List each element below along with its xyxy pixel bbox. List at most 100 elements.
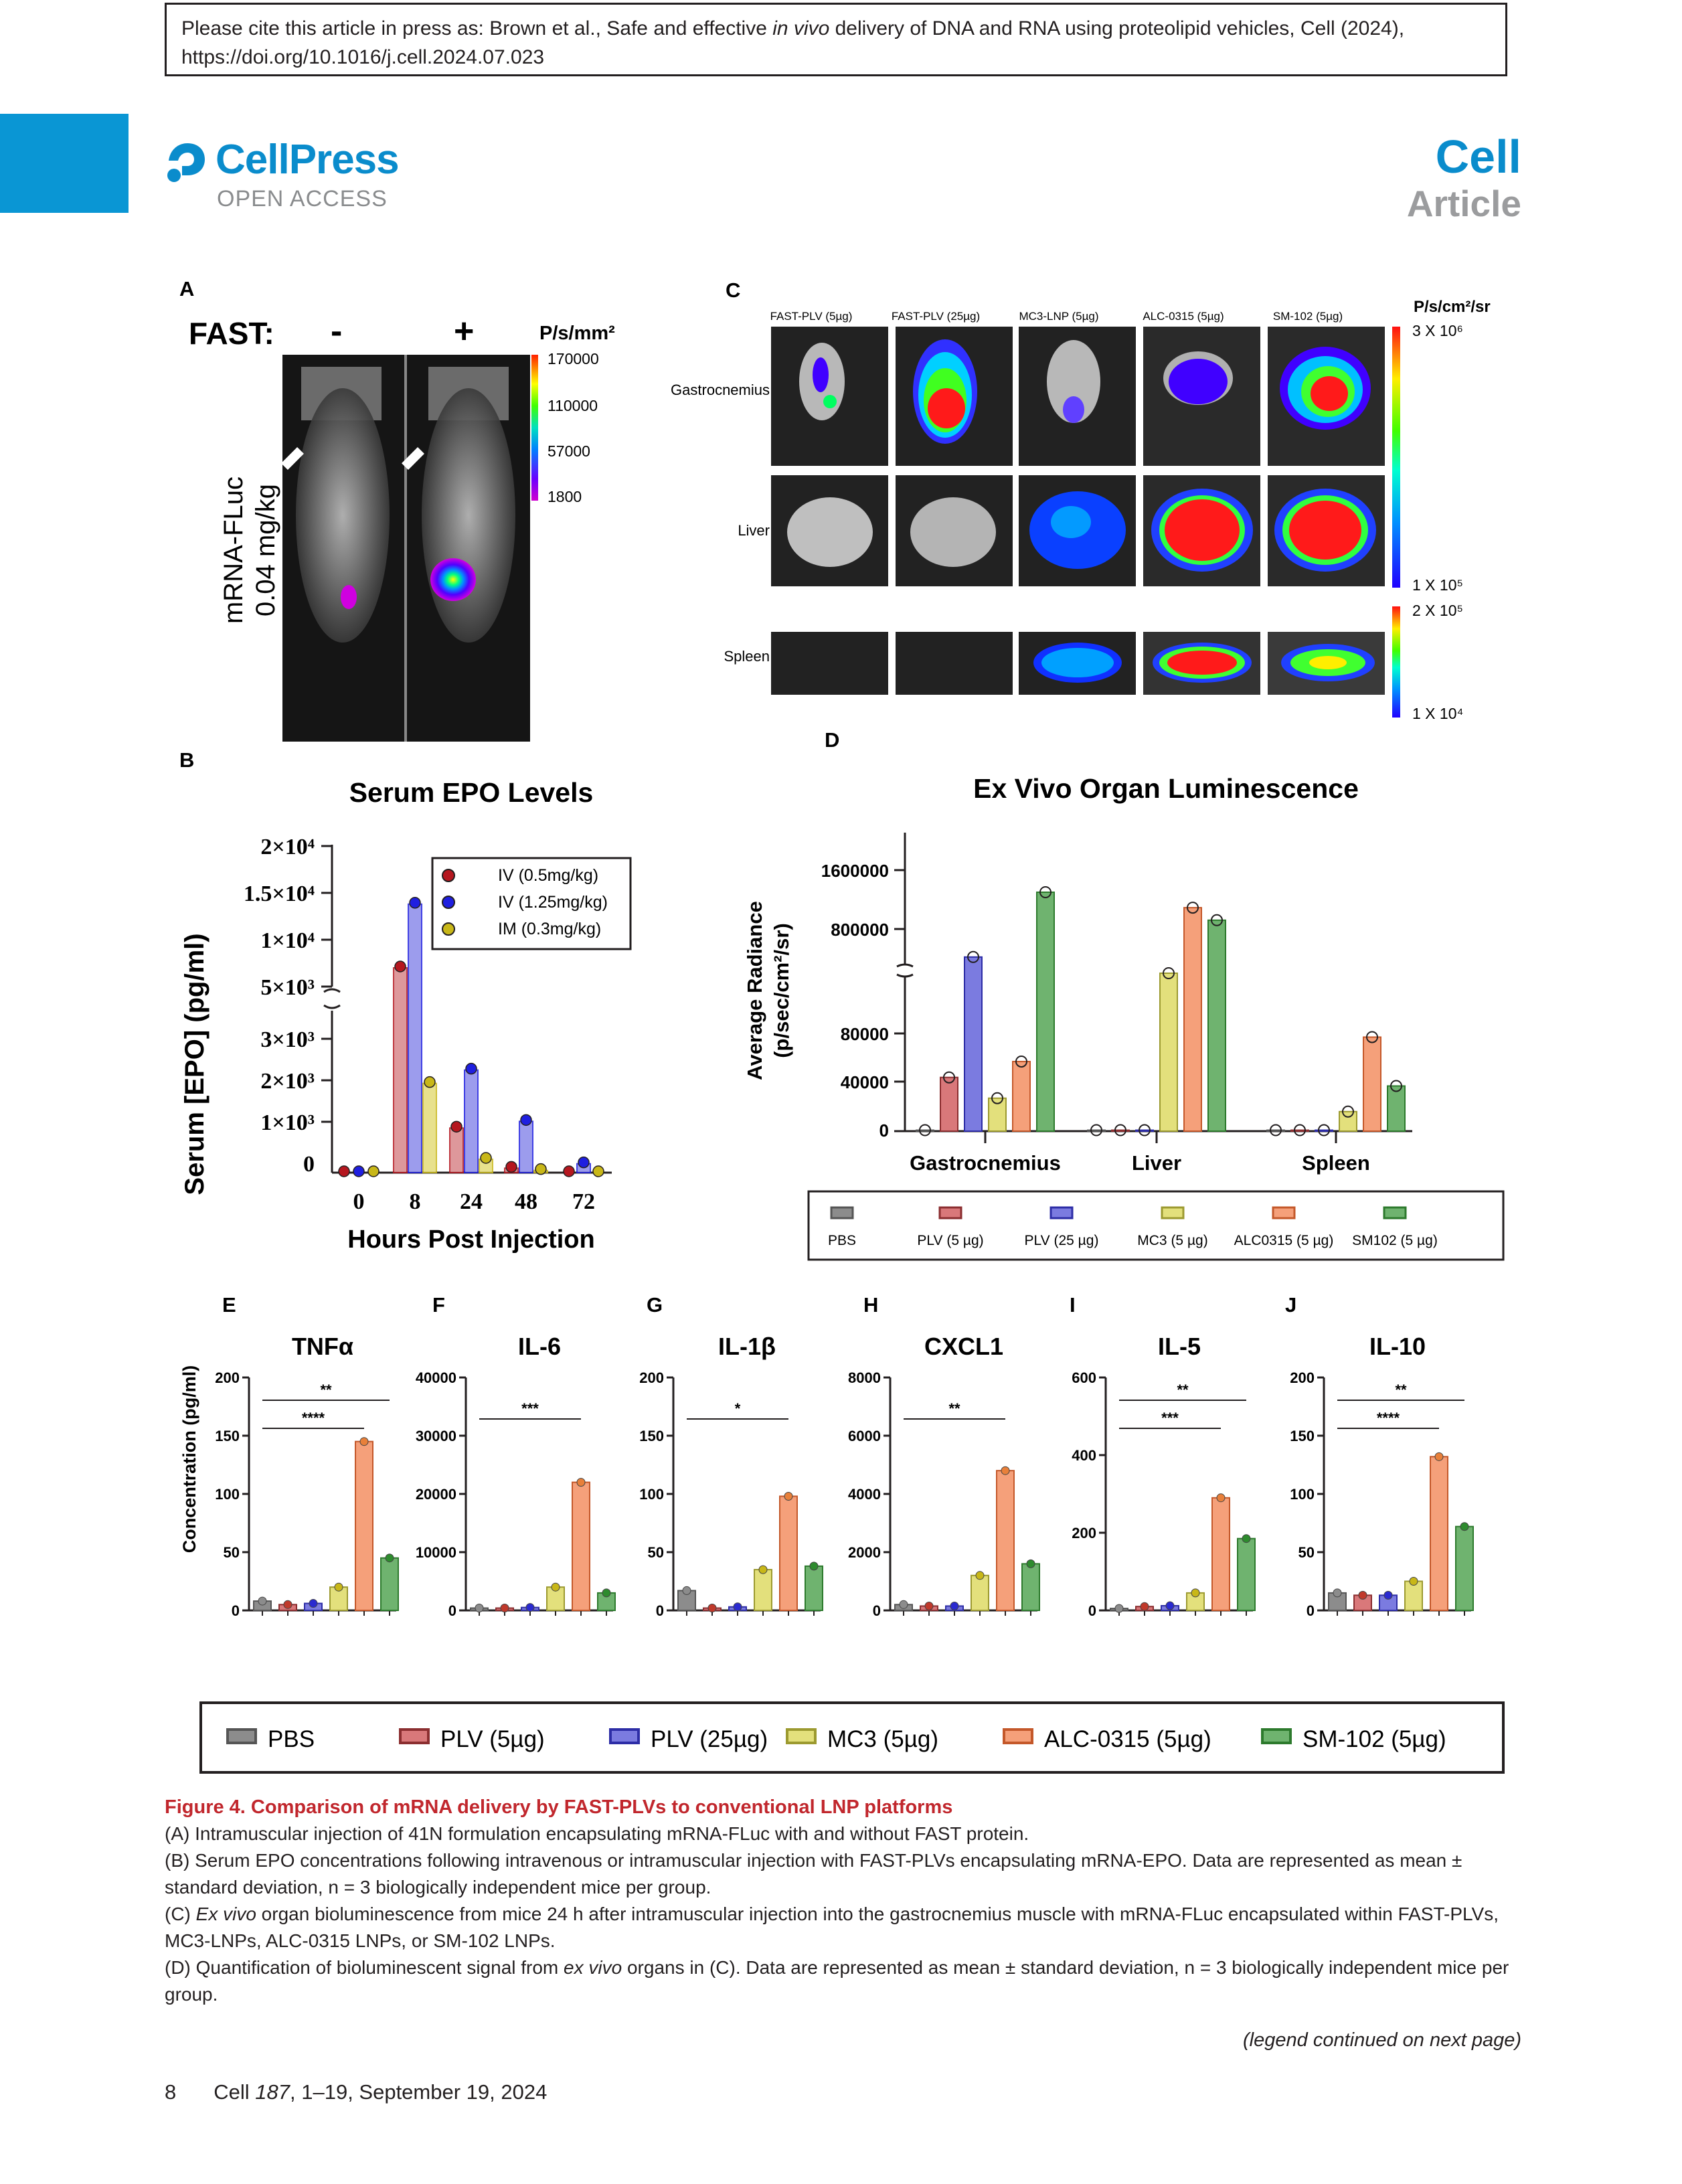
cyt-point-5 (1242, 1535, 1250, 1543)
panel-c-colorbar-2 (1392, 606, 1400, 718)
d-ytick-l1: 40000 (841, 1072, 889, 1092)
d-legend-label-3: MC3 (5 µg) (1137, 1233, 1207, 1248)
cyt-point-0 (1115, 1604, 1123, 1612)
d-legend-swatch-3 (1162, 1207, 1183, 1218)
cyt-tick-label: 100 (215, 1486, 240, 1503)
cytokine-title-i: IL-5 (1158, 1333, 1201, 1360)
cyt-legend-swatch-3 (787, 1730, 815, 1743)
cyt-legend-label-4: ALC-0315 (5µg) (1044, 1726, 1211, 1752)
d-legend-swatch-0 (831, 1207, 853, 1218)
cyt-sig-stars: ** (320, 1381, 332, 1398)
d-legend-label-2: PLV (25 µg) (1025, 1233, 1099, 1248)
cytokine-ylabel: Concentration (pg/ml) (179, 1365, 199, 1553)
cytokine-title-e: TNFα (292, 1333, 353, 1360)
cyt-tick-label: 0 (1307, 1602, 1315, 1619)
cyt-sig-stars: **** (1377, 1410, 1400, 1426)
cyt-bar-3 (971, 1576, 989, 1610)
panel-letter-d: D (825, 728, 839, 752)
cyt-point-4 (1001, 1466, 1009, 1475)
cyt-bar-5 (1456, 1527, 1473, 1610)
cyt-point-2 (1166, 1602, 1174, 1610)
caption-c-pre: (C) (165, 1904, 196, 1924)
d-legend-swatch-1 (940, 1207, 961, 1218)
cyt-legend-label-5: SM-102 (5µg) (1302, 1726, 1446, 1752)
cyt-point-5 (1027, 1560, 1035, 1568)
d-legend-label-5: SM102 (5 µg) (1352, 1233, 1438, 1248)
caption-b: (B) Serum EPO concentrations following i… (165, 1847, 1521, 1901)
cyt-bar-3 (1405, 1582, 1422, 1611)
cyt-point-0 (258, 1597, 266, 1605)
d-bar-3-1 (1160, 973, 1177, 1131)
cyt-tick-label: 150 (215, 1428, 240, 1444)
organ-image-row-liver (771, 475, 1385, 586)
cyt-point-1 (284, 1600, 292, 1608)
cyt-point-4 (1435, 1452, 1443, 1460)
d-legend-swatch-4 (1273, 1207, 1294, 1218)
cyt-tick-label: 8000 (848, 1369, 881, 1386)
panel-d-chart: D Ex Vivo Organ Luminescence Average Rad… (0, 723, 1682, 1272)
cyt-point-4 (1217, 1494, 1225, 1502)
cyt-point-3 (1410, 1578, 1418, 1586)
d-bar-2-0 (964, 957, 982, 1131)
d-legend-label-0: PBS (828, 1233, 856, 1248)
cyt-legend-label-3: MC3 (5µg) (827, 1726, 938, 1752)
panel-letter-g: G (647, 1293, 663, 1317)
d-legend-swatch-5 (1384, 1207, 1406, 1218)
cyt-bar-4 (355, 1442, 373, 1610)
cyt-point-4 (360, 1438, 368, 1446)
cyt-legend-swatch-1 (400, 1730, 428, 1743)
caption-d: (D) Quantification of bioluminescent sig… (165, 1954, 1521, 2008)
panel-letter-c: C (726, 278, 740, 302)
cyt-tick-label: 4000 (848, 1486, 881, 1503)
cyt-point-5 (602, 1589, 610, 1597)
d-bar-4-2 (1363, 1037, 1381, 1131)
panel-c-unit: P/s/cm²/sr (1414, 298, 1491, 316)
cyt-bar-4 (1430, 1456, 1448, 1610)
cyt-point-3 (335, 1583, 343, 1591)
caption-d-pre: (D) Quantification of bioluminescent sig… (165, 1957, 564, 1978)
cyt-sig-stars: * (735, 1400, 741, 1417)
cytokine-title-f: IL-6 (518, 1333, 561, 1360)
cyt-sig-stars: *** (1161, 1410, 1179, 1426)
cyt-sig-stars: **** (302, 1410, 325, 1426)
cyt-point-1 (1141, 1602, 1149, 1610)
panel-c-scale2-bottom: 1 X 10⁴ (1412, 705, 1463, 722)
cytokine-panel-h: HCXCL180006000400020000** (848, 1293, 1039, 1619)
col-header-0: FAST-PLV (5µg) (770, 310, 853, 323)
legend-continued: (legend continued on next page) (1243, 2029, 1521, 2051)
cyt-bar-5 (1022, 1564, 1039, 1610)
cyt-point-3 (552, 1583, 560, 1591)
panel-c-colorbar-1 (1392, 327, 1400, 588)
cytokine-panel-j: JIL-10200150100500****** (1285, 1293, 1473, 1619)
cyt-bar-5 (1238, 1539, 1255, 1610)
col-header-3: ALC-0315 (5µg) (1143, 310, 1224, 323)
cyt-tick-label: 30000 (416, 1428, 456, 1444)
panel-letter-f: F (432, 1293, 445, 1317)
caption-c-italic: Ex vivo (196, 1904, 256, 1924)
cyt-sig-stars: ** (1395, 1381, 1407, 1398)
d-bar-5-0 (1037, 892, 1054, 1131)
page-number: 8 (165, 2080, 176, 2104)
panel-d-marks (916, 887, 1405, 1136)
cyt-point-2 (950, 1602, 958, 1610)
organ-image-row-spleen (771, 632, 1385, 695)
cyt-point-2 (309, 1600, 317, 1608)
cyt-point-0 (475, 1604, 483, 1612)
page-footer: 8 Cell 187, 1–19, September 19, 2024 (165, 2080, 547, 2104)
cyt-tick-label: 200 (215, 1369, 240, 1386)
d-bar-1-2 (1291, 1130, 1309, 1131)
cyt-tick-label: 0 (656, 1602, 664, 1619)
panel-d-legend-box (809, 1191, 1503, 1260)
cyt-sig-stars: ** (1177, 1381, 1189, 1398)
cyt-tick-label: 400 (1072, 1447, 1096, 1464)
caption-d-italic: ex vivo (564, 1957, 622, 1978)
cyt-point-3 (759, 1566, 767, 1574)
cyt-point-5 (386, 1554, 394, 1562)
d-bar-1-1 (1112, 1130, 1129, 1131)
d-bar-1-0 (940, 1078, 958, 1131)
cyt-point-5 (1460, 1523, 1468, 1531)
cyt-point-0 (683, 1586, 691, 1594)
cyt-bar-5 (805, 1566, 823, 1610)
cyt-point-4 (784, 1492, 792, 1500)
d-bar-0-2 (1267, 1130, 1284, 1131)
